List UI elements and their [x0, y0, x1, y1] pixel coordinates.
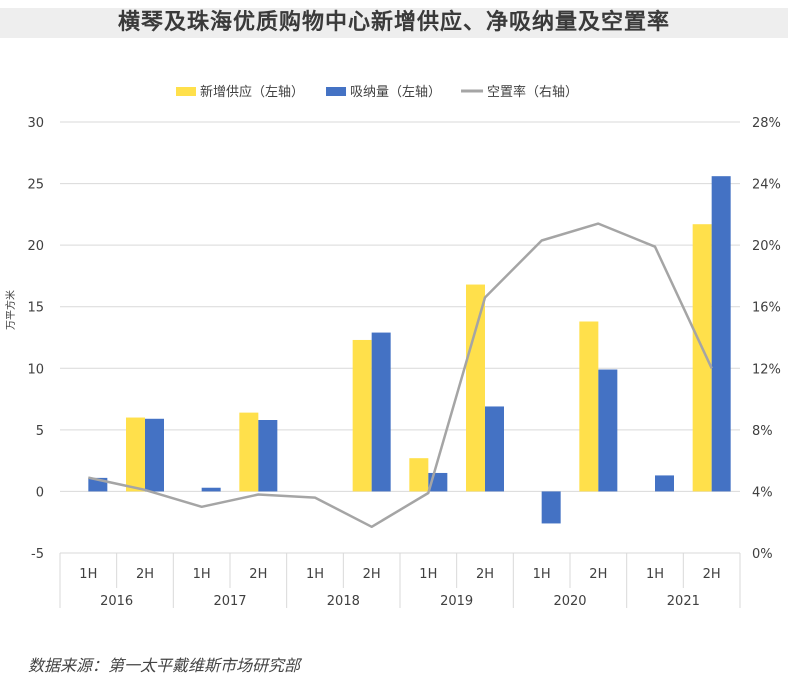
source-note: 数据来源：第一太平戴维斯市场研究部 — [28, 656, 301, 675]
bar-supply — [239, 412, 259, 492]
y2-tick-label: 16% — [752, 301, 781, 316]
y-tick-label: 30 — [27, 116, 44, 131]
x-tick-label: 1H — [646, 567, 664, 582]
chart-title: 横琴及珠海优质购物中心新增供应、净吸纳量及空置率 — [117, 10, 670, 35]
bar-supply — [579, 321, 599, 492]
y-tick-label: 0 — [36, 485, 44, 500]
x-year-label: 2016 — [100, 594, 133, 609]
bar-absorption — [485, 406, 504, 492]
x-tick-label: 1H — [533, 567, 551, 582]
legend-label: 新增供应（左轴） — [200, 84, 304, 100]
legend-swatch — [326, 87, 347, 96]
legend-swatch — [176, 87, 196, 96]
x-year-label: 2017 — [213, 594, 246, 609]
y-tick-label: 20 — [27, 239, 44, 254]
x-year-label: 2020 — [553, 594, 586, 609]
bar-supply — [466, 284, 485, 492]
y2-tick-label: 8% — [752, 424, 773, 439]
x-tick-label: 1H — [306, 567, 324, 582]
bar-absorption — [711, 176, 731, 492]
legend-label: 吸纳量（左轴） — [350, 85, 441, 100]
x-tick-label: 1H — [79, 567, 97, 582]
bar-absorption — [371, 332, 391, 492]
bar-absorption — [145, 418, 164, 492]
y2-tick-label: 0% — [752, 547, 773, 562]
bar-supply — [692, 224, 712, 492]
x-tick-label: 2H — [136, 567, 154, 582]
bar-absorption — [598, 369, 618, 492]
y2-tick-label: 20% — [752, 239, 781, 254]
bar-supply — [352, 339, 372, 492]
bar-supply — [126, 417, 145, 492]
y-axis-label: 万平方米 — [4, 290, 17, 330]
y-tick-label: 25 — [27, 178, 44, 193]
bar-absorption — [201, 487, 221, 492]
title-band — [0, 8, 788, 38]
y2-tick-label: 12% — [752, 362, 781, 377]
x-year-label: 2019 — [440, 594, 473, 609]
y2-tick-label: 28% — [752, 116, 781, 131]
bar-supply — [409, 458, 429, 492]
vacancy-line — [88, 222, 713, 529]
y-tick-label: 10 — [27, 362, 44, 377]
legend-label: 空置率（右轴） — [487, 84, 578, 100]
y2-tick-label: 24% — [752, 178, 781, 193]
bar-absorption — [655, 475, 674, 492]
y-tick-label: 15 — [27, 301, 44, 316]
bar-absorption — [541, 491, 561, 524]
x-year-label: 2018 — [327, 594, 360, 609]
x-tick-label: 2H — [249, 567, 267, 582]
x-tick-label: 2H — [589, 567, 607, 582]
x-tick-label: 2H — [363, 567, 381, 582]
x-tick-label: 1H — [419, 567, 437, 582]
y-tick-label: 5 — [36, 424, 44, 439]
x-year-label: 2021 — [667, 594, 700, 609]
x-tick-label: 2H — [703, 567, 721, 582]
y2-tick-label: 4% — [752, 485, 773, 500]
y-tick-label: -5 — [31, 547, 44, 562]
x-tick-label: 1H — [193, 567, 211, 582]
bar-absorption — [258, 420, 278, 492]
x-tick-label: 2H — [476, 567, 494, 582]
